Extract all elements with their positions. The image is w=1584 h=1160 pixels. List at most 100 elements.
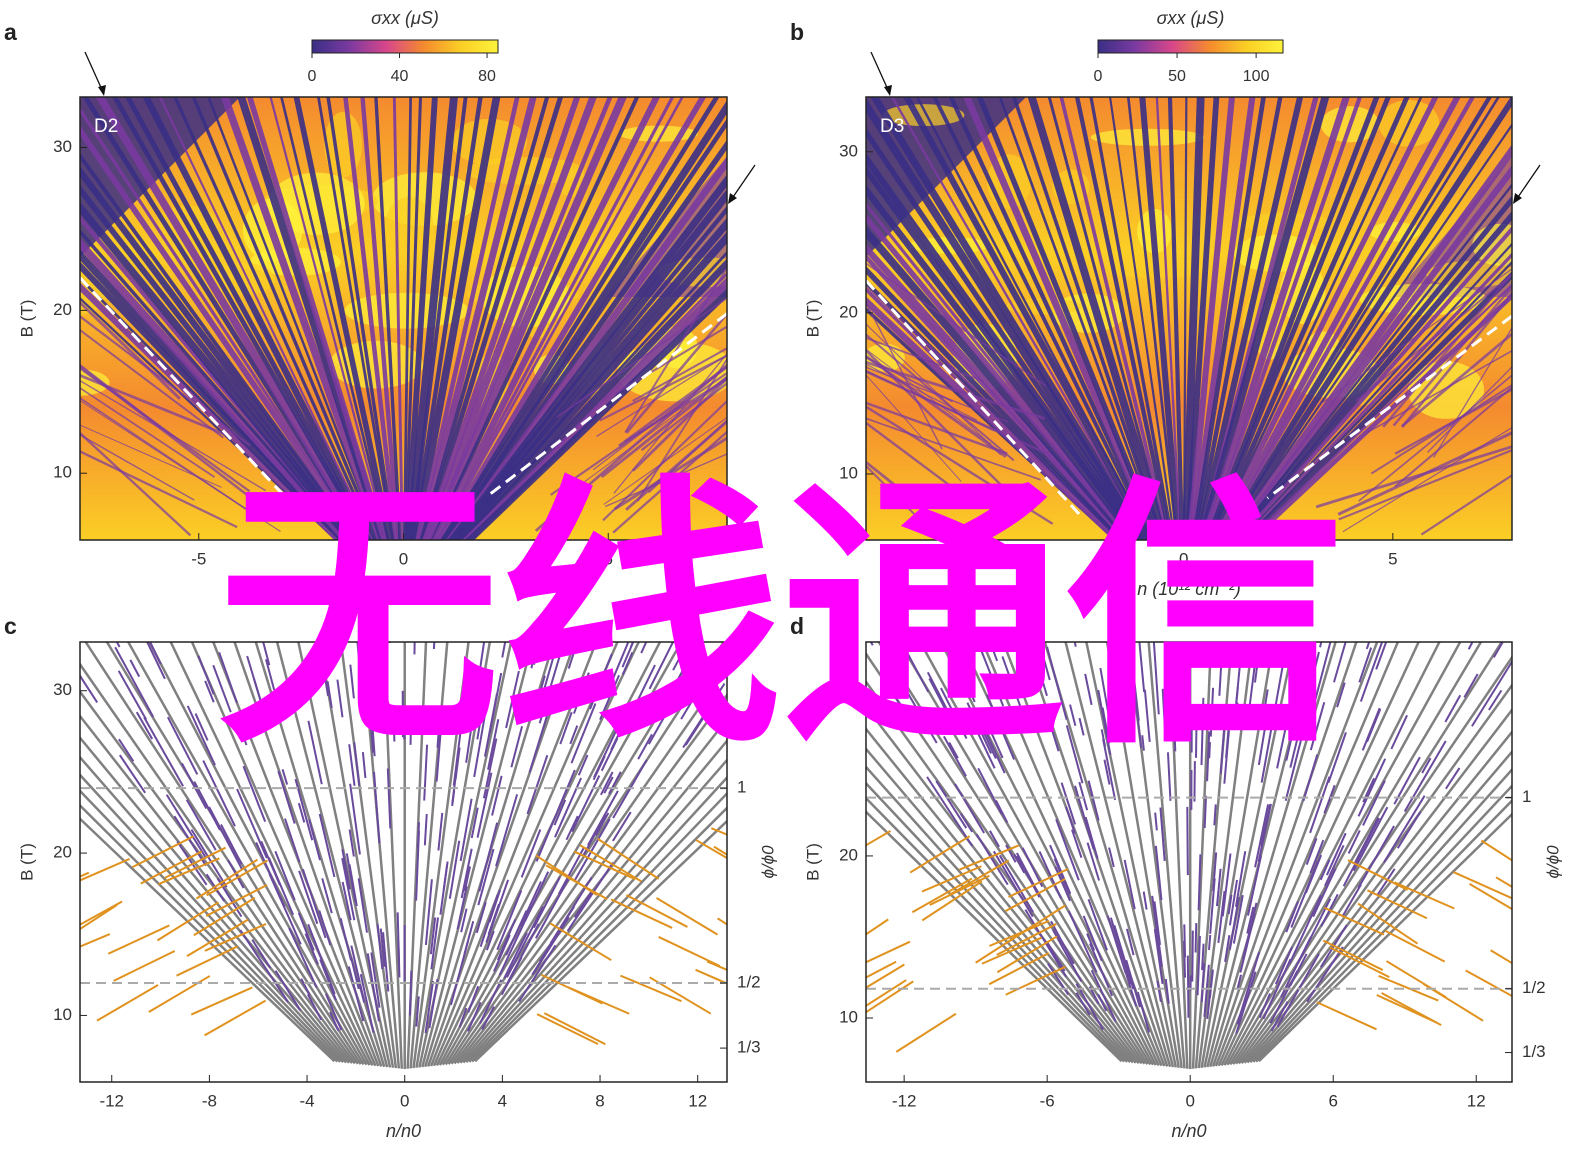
fan-segment bbox=[1111, 642, 1120, 688]
fan-segment bbox=[1393, 756, 1421, 805]
heatmap-stripe bbox=[1227, 164, 1512, 540]
fan-segment bbox=[1203, 795, 1208, 829]
fan-segment bbox=[990, 733, 1004, 759]
heatmap-stripe bbox=[605, 453, 727, 508]
fan-segment bbox=[1254, 804, 1270, 868]
fan-segment bbox=[935, 780, 968, 829]
arrow bbox=[730, 164, 756, 201]
heatmap-stripe bbox=[932, 97, 1155, 540]
heatmap-stripe bbox=[80, 386, 216, 478]
fan-segment bbox=[197, 655, 215, 695]
fan-segment bbox=[620, 664, 656, 734]
fan-segment bbox=[277, 770, 296, 824]
fan-segment bbox=[476, 772, 493, 838]
fan-segment bbox=[306, 993, 323, 1021]
fan-segment bbox=[1312, 642, 1332, 707]
fan-segment bbox=[1045, 940, 1066, 972]
fan-line bbox=[80, 817, 336, 1063]
fan-segment bbox=[479, 979, 503, 1024]
fan-segment bbox=[1366, 889, 1428, 920]
fan-segment bbox=[194, 713, 209, 741]
fan-segment bbox=[1206, 731, 1211, 782]
fan-segment bbox=[1234, 686, 1239, 710]
heatmap-stripe bbox=[1206, 97, 1391, 540]
fan-segment bbox=[518, 944, 557, 1003]
fan-segment bbox=[1101, 707, 1111, 744]
heatmap-stripe bbox=[866, 348, 1030, 514]
fan-segment bbox=[1186, 955, 1190, 1018]
fan-segment bbox=[1352, 806, 1389, 872]
fan-segment bbox=[895, 1012, 957, 1053]
fan-segment bbox=[1209, 687, 1215, 737]
fan-segment bbox=[621, 651, 634, 676]
guide-dashed bbox=[1266, 314, 1512, 500]
x-tick-label: -12 bbox=[99, 1091, 124, 1110]
fan-segment bbox=[921, 880, 983, 922]
fan-segment bbox=[475, 642, 486, 692]
fan-segment bbox=[301, 868, 327, 939]
fan-segment bbox=[995, 799, 1009, 823]
fan-segment bbox=[1097, 689, 1112, 756]
plot-area bbox=[80, 97, 727, 540]
fan-line bbox=[1223, 642, 1441, 1066]
y-tick-label: 30 bbox=[839, 141, 858, 160]
fan-segment bbox=[992, 850, 1034, 918]
heatmap-stripe bbox=[1366, 349, 1512, 434]
heatmap-stripe bbox=[998, 97, 1163, 540]
fan-segment bbox=[281, 768, 289, 785]
y-tick-label: 30 bbox=[53, 137, 72, 156]
fan-segment bbox=[1084, 673, 1093, 706]
arrow-head bbox=[98, 85, 106, 96]
fan-segment bbox=[1288, 894, 1322, 965]
heatmap-stripe bbox=[1427, 365, 1512, 453]
fan-segment bbox=[193, 781, 221, 831]
fan-segment bbox=[1270, 1001, 1289, 1032]
heatmap-stripe bbox=[1193, 97, 1283, 540]
fan-segment bbox=[143, 716, 184, 787]
heatmap-stripe bbox=[612, 430, 727, 534]
fan-segment bbox=[592, 755, 606, 781]
fan-segment bbox=[1119, 642, 1124, 658]
heatmap-stripe bbox=[866, 401, 1008, 455]
fan-segment bbox=[996, 923, 1057, 956]
fan-segment bbox=[460, 908, 468, 933]
fan-segment bbox=[1492, 642, 1504, 658]
fan-segment bbox=[503, 932, 528, 979]
fan-segment bbox=[370, 728, 375, 753]
fan-segment bbox=[1208, 741, 1211, 759]
fan-segment bbox=[1203, 964, 1210, 1017]
heatmap-stripe bbox=[866, 360, 1045, 420]
fan-segment bbox=[298, 870, 319, 925]
fan-segment bbox=[866, 963, 905, 989]
fan-segment bbox=[319, 958, 337, 1001]
heatmap-stripe bbox=[625, 311, 727, 434]
x-axis-label: n (10¹² cm⁻²) bbox=[352, 579, 456, 599]
heatmap-stripe bbox=[603, 417, 727, 505]
fan-segment bbox=[349, 783, 361, 855]
fan-line bbox=[1191, 642, 1213, 1069]
fan-segment bbox=[1280, 936, 1312, 998]
heatmap-stripe bbox=[1186, 97, 1235, 540]
fan-segment bbox=[1357, 758, 1387, 817]
fan-segment bbox=[1051, 928, 1083, 982]
panel-annotation: D3 bbox=[880, 116, 904, 137]
fan-segment bbox=[603, 776, 614, 794]
fan-segment bbox=[1264, 689, 1269, 706]
fan-line bbox=[1105, 642, 1180, 1068]
fan-segment bbox=[1260, 804, 1272, 846]
fan-segment bbox=[1126, 928, 1135, 956]
fan-segment bbox=[1285, 694, 1303, 761]
heatmap-stripe bbox=[1108, 97, 1176, 540]
arrow-head bbox=[1513, 193, 1522, 204]
fan-segment bbox=[185, 799, 217, 851]
heatmap-stripe bbox=[976, 97, 1162, 540]
fan-segment bbox=[204, 999, 267, 1037]
fan-segment bbox=[1235, 971, 1257, 1034]
fan-segment bbox=[610, 898, 673, 929]
x-tick-label: 12 bbox=[688, 1091, 707, 1110]
fan-segment bbox=[166, 716, 199, 775]
fan-segment bbox=[1274, 654, 1286, 707]
arrow bbox=[870, 51, 890, 93]
fan-segment bbox=[1285, 901, 1299, 933]
fan-line bbox=[80, 789, 342, 1063]
